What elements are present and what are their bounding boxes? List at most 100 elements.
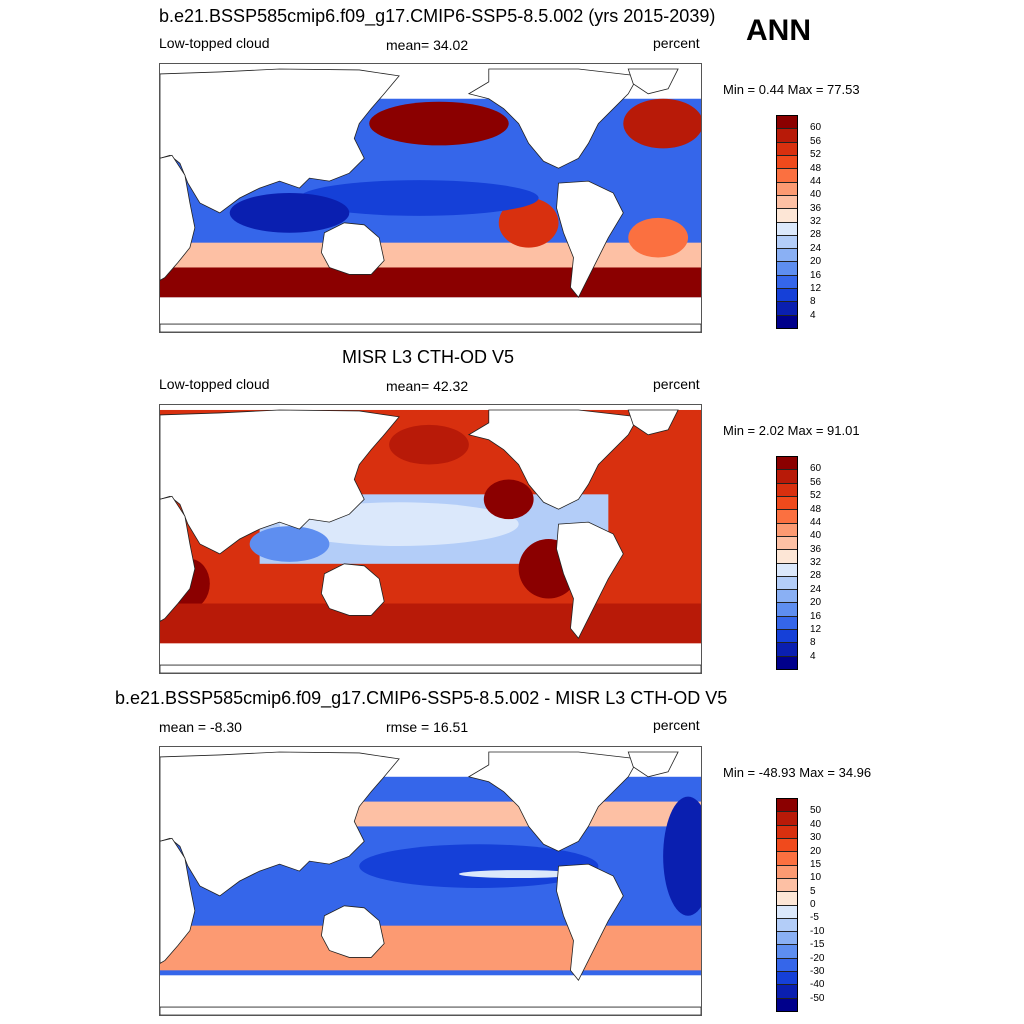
colorbar-tick-label: 15	[810, 858, 822, 870]
colorbar	[776, 798, 798, 1012]
colorbar-segment	[777, 315, 797, 328]
colorbar-segment	[777, 262, 797, 276]
colorbar-segment	[777, 812, 797, 826]
colorbar-segment	[777, 222, 797, 236]
colorbar-tick-label: 56	[810, 476, 822, 488]
mean-label: mean = -8.30	[159, 719, 242, 735]
colorbar-tick-label: 20	[810, 845, 822, 857]
coastline	[320, 222, 385, 275]
colorbar-segment	[777, 209, 797, 223]
colorbar-tick-label: 20	[810, 256, 822, 268]
coastline	[160, 751, 400, 897]
coastline	[160, 323, 701, 332]
colorbar-tick-label: 8	[810, 296, 816, 308]
contour-map	[160, 747, 701, 1015]
coastline	[467, 68, 639, 169]
colorbar-segment	[777, 985, 797, 999]
colorbar-segment	[777, 142, 797, 156]
coastline	[467, 409, 639, 510]
colorbar-tick-label: -30	[810, 965, 825, 977]
map-plot	[159, 746, 702, 1016]
colorbar-tick-label: 20	[810, 597, 822, 609]
colorbar-segment	[777, 590, 797, 604]
units-label: percent	[653, 717, 700, 733]
colorbar-tick-label: 12	[810, 623, 822, 635]
colorbar-segment	[777, 235, 797, 250]
colorbar-segment	[777, 289, 797, 303]
colorbar-segment	[777, 643, 797, 657]
colorbar-segment	[777, 510, 797, 524]
field-label: Low-topped cloud	[159, 376, 270, 392]
panel-title: b.e21.BSSP585cmip6.f09_g17.CMIP6-SSP5-8.…	[159, 6, 716, 26]
colorbar-segment	[777, 470, 797, 484]
coastline	[627, 68, 679, 95]
colorbar-segment	[777, 905, 797, 919]
colorbar-tick-label: -40	[810, 979, 825, 991]
colorbar-tick-label: 12	[810, 282, 822, 294]
colorbar-segment	[777, 616, 797, 631]
colorbar-segment	[777, 155, 797, 170]
units-label: percent	[653, 35, 700, 51]
colorbar-segment	[777, 865, 797, 879]
contour-region	[299, 180, 539, 216]
colorbar-tick-label: 30	[810, 832, 822, 844]
colorbar-tick-label: 32	[810, 557, 822, 568]
panel-title: b.e21.BSSP585cmip6.f09_g17.CMIP6-SSP5-8.…	[115, 688, 728, 708]
colorbar-tick-label: -50	[810, 992, 825, 1004]
coastline	[160, 68, 400, 214]
colorbar-segment	[777, 852, 797, 866]
colorbar-tick-label: -20	[810, 952, 825, 964]
colorbar-segment	[777, 945, 797, 959]
contour-region	[628, 217, 689, 258]
contour-map	[160, 64, 701, 332]
contour-region	[160, 267, 701, 298]
colorbar-tick-label: 4	[810, 650, 816, 662]
coastline	[160, 837, 196, 964]
colorbar-segment	[777, 496, 797, 511]
colorbar-segment	[777, 972, 797, 986]
rmse-label: rmse = 16.51	[386, 719, 469, 735]
colorbar-tick-label: 36	[810, 202, 822, 214]
colorbar-tick-label: 36	[810, 543, 822, 555]
colorbar-tick-label: 52	[810, 490, 822, 502]
contour-region	[160, 925, 701, 971]
colorbar-segment	[777, 630, 797, 644]
colorbar-tick-label: -15	[810, 939, 825, 951]
colorbar-segment	[777, 576, 797, 591]
contour-map	[160, 405, 701, 673]
colorbar-tick-label: 16	[810, 610, 822, 622]
colorbar-tick-label: 48	[810, 503, 822, 515]
coastline	[160, 409, 400, 555]
colorbar-segment	[777, 998, 797, 1011]
colorbar-tick-label: 44	[810, 175, 822, 187]
colorbar-segment	[777, 275, 797, 290]
min-max-label: Min = 0.44 Max = 77.53	[723, 82, 860, 97]
colorbar-segment	[777, 563, 797, 577]
colorbar-segment	[777, 918, 797, 933]
colorbar-tick-label: -5	[810, 912, 819, 924]
colorbar-segment	[777, 129, 797, 143]
contour-region	[663, 796, 701, 916]
colorbar-segment	[777, 195, 797, 210]
colorbar-tick-label: 28	[810, 229, 822, 241]
season-label: ANN	[746, 14, 811, 47]
map-plot	[159, 63, 702, 333]
contour-region	[249, 526, 330, 562]
coastline	[556, 521, 624, 639]
colorbar-segment	[777, 457, 797, 471]
colorbar-segment	[777, 958, 797, 973]
colorbar-tick-label: 4	[810, 309, 816, 321]
colorbar-tick-label: 40	[810, 189, 822, 201]
panel-title: MISR L3 CTH-OD V5	[342, 347, 515, 367]
colorbar-segment	[777, 603, 797, 617]
coastline	[556, 863, 624, 981]
colorbar-segment	[777, 932, 797, 946]
colorbar-tick-label: 52	[810, 149, 822, 161]
min-max-label: Min = -48.93 Max = 34.96	[723, 765, 872, 780]
mean-label: mean= 42.32	[386, 378, 469, 394]
coastline	[160, 664, 701, 673]
colorbar-segment	[777, 838, 797, 853]
contour-region	[623, 98, 701, 149]
coastline	[160, 1006, 701, 1015]
contour-region	[498, 198, 559, 248]
